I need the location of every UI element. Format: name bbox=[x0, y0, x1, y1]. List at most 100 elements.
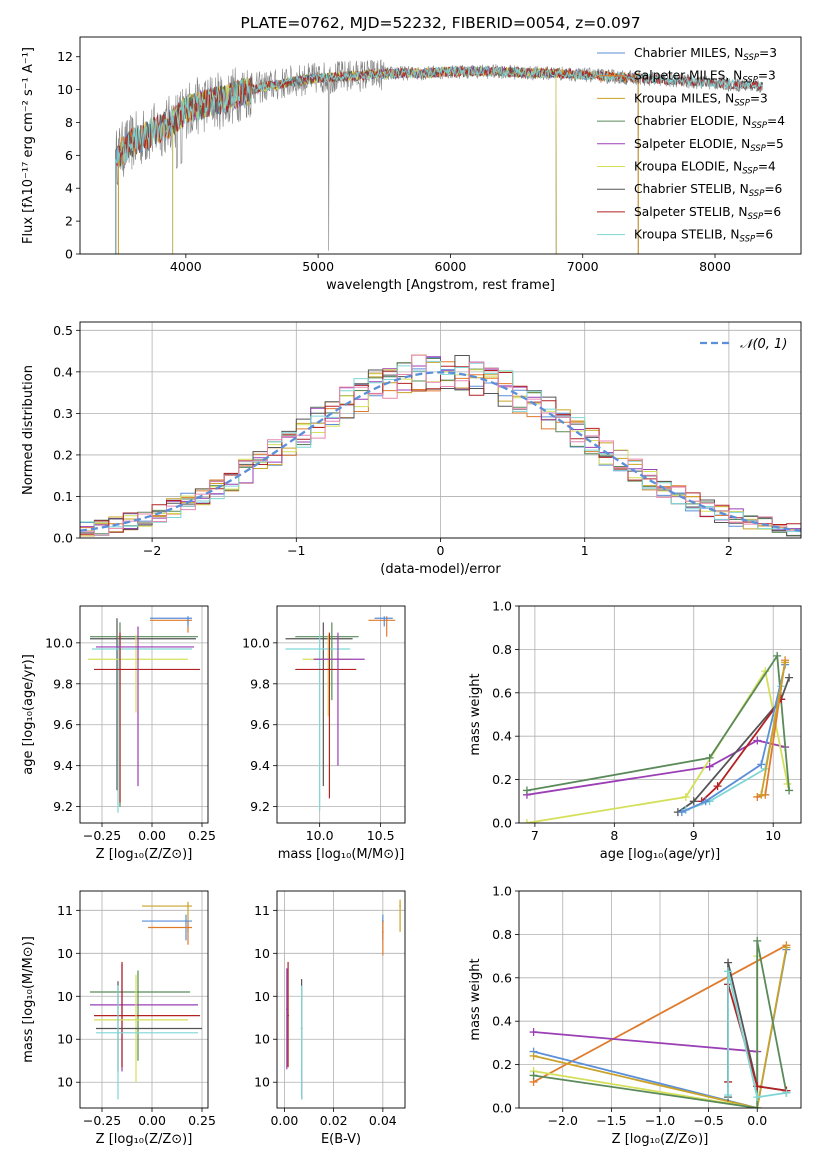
y-tick-label: 10 bbox=[57, 989, 73, 1004]
grid bbox=[80, 322, 801, 539]
plus-marker bbox=[785, 786, 794, 795]
legend-entry: Kroupa ELODIE, NSSP=4 bbox=[634, 160, 776, 177]
axes-frame bbox=[276, 890, 406, 1109]
y-tick-label: 0.4 bbox=[53, 364, 73, 379]
plus-marker bbox=[681, 792, 690, 801]
plus-marker bbox=[705, 753, 714, 762]
legend-label: Salpeter MILES, N bbox=[634, 69, 742, 83]
legend-suffix: =4 bbox=[758, 160, 776, 174]
errorbar-point-kroupa_stelib bbox=[96, 985, 198, 1100]
point-marker bbox=[385, 619, 388, 622]
x-tick-label: 8 bbox=[610, 828, 618, 843]
errorbar-point-salpeter_miles bbox=[368, 616, 396, 637]
plus-marker bbox=[713, 782, 722, 791]
x-tick-label: 0.25 bbox=[188, 828, 216, 843]
errorbar-point-chabrier_miles bbox=[150, 616, 192, 627]
x-tick-label: −0.25 bbox=[83, 828, 121, 843]
errorbar-point-kroupa_miles bbox=[399, 899, 401, 932]
x-tick-label: 10.0 bbox=[306, 828, 334, 843]
errorbar-point-kroupa_stelib bbox=[285, 634, 351, 811]
legend-entry: Salpeter MILES, NSSP=3 bbox=[634, 69, 776, 86]
y-tick-label: 0.8 bbox=[492, 642, 512, 657]
weight-series-kroupa_elodie bbox=[526, 668, 789, 823]
grid bbox=[80, 891, 208, 1108]
weight-series-chabrier_miles bbox=[681, 664, 786, 813]
y-tick-label: 9.4 bbox=[53, 758, 73, 773]
errorbar-point-chabrier_stelib bbox=[90, 618, 196, 791]
plus-marker bbox=[753, 1093, 762, 1102]
legend-label: Chabrier STELIB, N bbox=[634, 182, 749, 196]
y-tick-label: 0.0 bbox=[53, 531, 73, 546]
axes-frame bbox=[276, 605, 406, 824]
plus-marker bbox=[522, 819, 531, 823]
plus-marker bbox=[773, 651, 782, 660]
plus-marker bbox=[753, 736, 762, 745]
x-tick-label: −2.0 bbox=[548, 1113, 578, 1128]
y-tick-label: 10 bbox=[57, 1032, 73, 1047]
point-marker bbox=[187, 617, 189, 620]
x-tick-label: −1 bbox=[287, 543, 305, 558]
axes-frame bbox=[79, 321, 802, 539]
legend-entry: Chabrier ELODIE, NSSP=4 bbox=[634, 114, 785, 131]
legend-label: Kroupa MILES, N bbox=[634, 91, 734, 105]
y-tick-label: 0.0 bbox=[492, 816, 512, 831]
legend-subscript: SSP bbox=[734, 98, 750, 108]
plot-area bbox=[115, 59, 764, 254]
errorbar-point-kroupa_stelib bbox=[300, 985, 303, 1100]
plus-marker bbox=[753, 1104, 762, 1108]
point-marker bbox=[328, 668, 331, 671]
y-tick-label: 9.8 bbox=[53, 676, 73, 691]
x-tick-label: 8000 bbox=[699, 259, 731, 274]
weight-series-chabrier_elodie bbox=[526, 653, 790, 792]
plus-marker bbox=[529, 1028, 538, 1037]
axes-frame bbox=[518, 605, 802, 824]
weight-series-kroupa_miles bbox=[760, 662, 786, 795]
y-tick-label: 2 bbox=[65, 214, 73, 229]
y-tick-label: 10.0 bbox=[242, 635, 270, 650]
point-marker bbox=[135, 658, 137, 661]
plus-marker bbox=[785, 673, 794, 682]
point-marker bbox=[337, 658, 339, 661]
y-tick-label: 0.2 bbox=[492, 1057, 512, 1072]
legend-entry: Chabrier STELIB, NSSP=6 bbox=[634, 182, 782, 199]
x-tick-label: 7000 bbox=[567, 259, 599, 274]
y-tick-label: 0.0 bbox=[492, 1101, 512, 1116]
legend-subscript: SSP bbox=[740, 235, 756, 245]
y-tick-label: 0.1 bbox=[53, 489, 73, 504]
legend-label: Kroupa STELIB, N bbox=[634, 228, 740, 242]
plus-marker bbox=[701, 797, 710, 806]
weight-series-kroupa_stelib bbox=[727, 971, 787, 1099]
x-tick-label: −2 bbox=[143, 543, 161, 558]
x-tick-label: 0.04 bbox=[369, 1113, 397, 1128]
y-tick-label: 0.8 bbox=[492, 927, 512, 942]
legend-entry: Kroupa STELIB, NSSP=6 bbox=[634, 228, 773, 245]
y-axis-label: mass weight bbox=[468, 958, 483, 1040]
x-tick-label: −0.25 bbox=[83, 1113, 121, 1128]
errorbar-point-chabrier_stelib bbox=[96, 981, 202, 1072]
plus-marker bbox=[677, 808, 686, 817]
axes-frame bbox=[79, 890, 209, 1109]
panel-age_vs_Z: −0.25 0.00 0.25 9.2 9.4 9.6 9.8 10.0 Z [log₁₀(Z/… bbox=[21, 605, 216, 862]
x-tick-label: 2 bbox=[725, 543, 733, 558]
plot-area bbox=[90, 901, 202, 1100]
plus-marker bbox=[753, 936, 762, 945]
point-marker bbox=[330, 635, 333, 638]
x-axis-label: Z [log₁₀(Z/Z⊙)] bbox=[96, 1132, 193, 1147]
panel-mass_vs_ebv: 0.00 0.02 0.04 10 10 10 10 11 E(B-V) bbox=[254, 890, 406, 1147]
y-tick-label: 9.6 bbox=[53, 717, 73, 732]
legend-subscript: SSP bbox=[751, 121, 767, 131]
errorbar-point-kroupa_stelib bbox=[92, 638, 192, 813]
errorbar-point-salpeter_elodie bbox=[90, 964, 198, 1072]
legend-suffix: =6 bbox=[764, 182, 782, 196]
point-marker bbox=[137, 646, 139, 648]
plus-marker bbox=[529, 1051, 538, 1060]
errorbar-point-chabrier_miles bbox=[374, 616, 393, 627]
legend-entry: Chabrier MILES, NSSP=3 bbox=[634, 46, 777, 63]
y-tick-label: 10 bbox=[254, 1075, 270, 1090]
panel-age_vs_mass: 10.0 10.5 9.2 9.4 9.6 9.8 10.0 mass [log₁₀(M/M⊙… bbox=[242, 605, 406, 862]
model-fit-line-kroupa_stelib bbox=[115, 64, 763, 254]
x-tick-label: 0.0 bbox=[747, 1113, 767, 1128]
legend-entry: Salpeter ELODIE, NSSP=5 bbox=[634, 137, 784, 154]
y-tick-label: 11 bbox=[57, 903, 73, 918]
